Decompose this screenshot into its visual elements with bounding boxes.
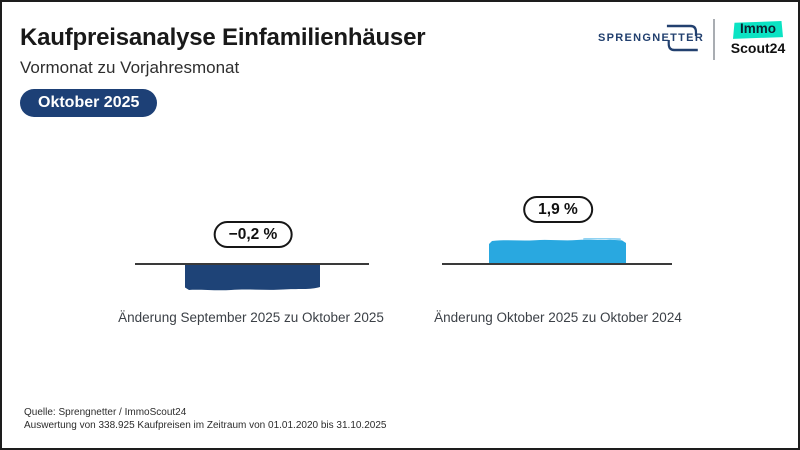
sprengnetter-logo-text-post: R xyxy=(694,32,705,44)
bar-negative-month-change xyxy=(185,264,320,291)
page-title: Kaufpreisanalyse Einfamilienhäuser xyxy=(20,24,426,51)
baseline-right xyxy=(442,263,672,265)
source-line: Quelle: Sprengnetter / ImmoScout24 xyxy=(24,407,187,418)
caption-month-change: Änderung September 2025 zu Oktober 2025 xyxy=(118,310,384,325)
immoscout24-logo-immo: Immo xyxy=(732,21,783,39)
caption-year-change: Änderung Oktober 2025 zu Oktober 2024 xyxy=(434,310,682,325)
value-callout-month-change: −0,2 % xyxy=(213,221,293,248)
source-note: Quelle: Sprengnetter / ImmoScout24 Auswe… xyxy=(24,406,386,432)
value-callout-year-change: 1,9 % xyxy=(523,196,593,223)
sprengnetter-logo-text-mid: TTE xyxy=(667,24,698,52)
bar-positive-year-change xyxy=(489,238,626,264)
evaluation-line: Auswertung von 338.925 Kaufpreisen im Ze… xyxy=(24,420,387,431)
logo-divider xyxy=(713,19,715,60)
immoscout24-logo-scout24: Scout24 xyxy=(730,40,786,56)
sprengnetter-logo-text-pre: SPRENGNE xyxy=(598,32,671,44)
sprengnetter-logo: SPRENGNE TTE R xyxy=(598,24,705,52)
page-subtitle: Vormonat zu Vorjahresmonat xyxy=(20,58,240,77)
immoscout24-logo: Immo Scout24 xyxy=(725,19,791,58)
baseline-left xyxy=(135,263,369,265)
period-badge: Oktober 2025 xyxy=(20,89,158,117)
